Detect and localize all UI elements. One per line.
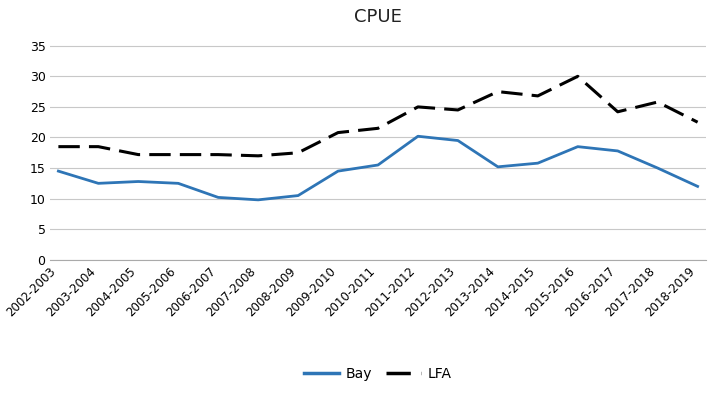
Bay (693, 184, 702, 189)
Title: CPUE: CPUE (354, 8, 402, 26)
LFA (294, 150, 302, 155)
Bay (534, 160, 542, 166)
LFA (573, 74, 582, 79)
Bay (613, 148, 622, 153)
LFA (454, 107, 462, 112)
LFA (534, 93, 542, 98)
LFA (254, 153, 263, 158)
LFA (613, 109, 622, 114)
LFA (174, 152, 183, 157)
Bay (454, 138, 462, 143)
LFA (94, 144, 103, 149)
Bay (134, 179, 143, 184)
Bay (214, 195, 222, 200)
LFA (493, 89, 502, 94)
LFA (54, 144, 63, 149)
Bay (413, 134, 422, 139)
Bay (334, 168, 343, 173)
Legend: Bay, LFA: Bay, LFA (299, 362, 457, 387)
LFA (653, 99, 662, 104)
Bay (294, 193, 302, 198)
LFA (693, 120, 702, 125)
Bay (374, 163, 382, 168)
LFA (334, 130, 343, 135)
LFA (374, 126, 382, 131)
Bay (493, 164, 502, 169)
Bay (254, 197, 263, 202)
Bay (54, 168, 63, 173)
LFA (134, 152, 143, 157)
Line: LFA: LFA (58, 76, 698, 156)
Bay (174, 181, 183, 186)
Line: Bay: Bay (58, 136, 698, 200)
LFA (214, 152, 222, 157)
Bay (94, 181, 103, 186)
Bay (573, 144, 582, 149)
LFA (413, 104, 422, 109)
Bay (653, 166, 662, 171)
